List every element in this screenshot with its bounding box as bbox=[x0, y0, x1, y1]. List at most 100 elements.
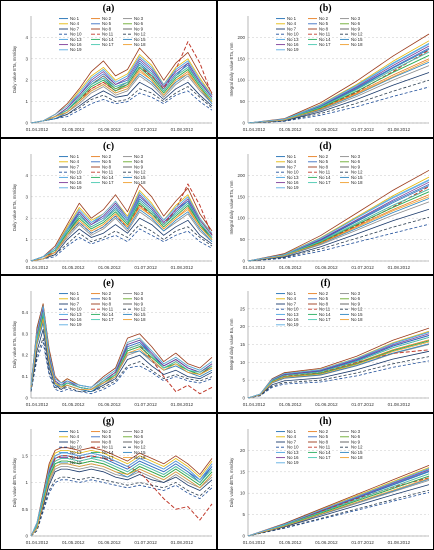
series-line bbox=[247, 190, 430, 261]
chart-panel: (d) 0 50 100 150 200 01.04.2012 01.05.2012 01.06… bbox=[217, 137, 434, 275]
x-tick-label: 01.08.2012 bbox=[388, 402, 411, 407]
legend-label: No 1 bbox=[70, 429, 80, 434]
series-line bbox=[30, 307, 213, 390]
series-line bbox=[30, 342, 213, 395]
series-line bbox=[30, 228, 213, 261]
legend-label: No 15 bbox=[351, 449, 363, 454]
y-axis-label: Integral daily value Ea, mm bbox=[229, 318, 234, 370]
legend-label: No 16 bbox=[70, 455, 82, 460]
legend-label: No 19 bbox=[287, 460, 299, 465]
y-tick-label: 25 bbox=[240, 306, 246, 311]
y-tick-label: 0.1 bbox=[22, 374, 29, 379]
legend-label: No 11 bbox=[319, 307, 331, 312]
legend-label: No 15 bbox=[134, 312, 146, 317]
legend-label: No 18 bbox=[134, 317, 146, 322]
legend-label: No 18 bbox=[134, 180, 146, 185]
series-line bbox=[247, 360, 430, 399]
series-line bbox=[30, 189, 213, 261]
legend-label: No 11 bbox=[102, 307, 114, 312]
legend-label: No 17 bbox=[319, 317, 331, 322]
x-tick-label: 01.08.2012 bbox=[171, 402, 194, 407]
legend-label: No 15 bbox=[351, 312, 363, 317]
y-tick-label: 0 bbox=[242, 396, 245, 401]
y-tick-label: 0.5 bbox=[22, 506, 29, 511]
series-line bbox=[30, 47, 213, 124]
y-tick-label: 0 bbox=[242, 533, 245, 538]
x-tick-label: 01.06.2012 bbox=[98, 265, 121, 270]
series-line bbox=[30, 206, 213, 261]
x-tick-label: 01.07.2012 bbox=[351, 127, 374, 132]
legend-label: No 19 bbox=[70, 460, 82, 465]
legend-label: No 6 bbox=[351, 296, 361, 301]
legend-label: No 11 bbox=[319, 444, 331, 449]
chart-svg: 0 1 2 3 4 01.04.2012 01.05.2012 01.06.2012 01.07… bbox=[12, 16, 213, 132]
legend-label: No 1 bbox=[287, 429, 297, 434]
y-tick-label: 1.5 bbox=[22, 453, 29, 458]
chart-svg: 0 1 2 3 4 01.04.2012 01.05.2012 01.06.2012 01.07… bbox=[12, 153, 213, 270]
y-tick-label: 2 bbox=[25, 78, 28, 83]
y-axis-label: Daily value ETa, mm/day bbox=[12, 45, 17, 93]
legend-label: No 5 bbox=[319, 21, 329, 26]
series-line bbox=[247, 188, 430, 261]
legend-label: No 6 bbox=[351, 434, 361, 439]
series-line bbox=[30, 478, 213, 536]
legend-label: No 17 bbox=[102, 42, 114, 47]
x-tick-label: 01.07.2012 bbox=[134, 127, 157, 132]
legend-label: No 11 bbox=[319, 169, 331, 174]
series-line bbox=[30, 208, 213, 261]
y-tick-label: 0 bbox=[25, 121, 28, 126]
legend-label: No 3 bbox=[134, 291, 144, 296]
legend-label: No 15 bbox=[351, 174, 363, 179]
legend-label: No 2 bbox=[319, 16, 329, 21]
series-line bbox=[30, 452, 213, 536]
y-tick-label: 3 bbox=[25, 194, 28, 199]
legend-label: No 2 bbox=[102, 154, 112, 159]
y-tick-label: 5 bbox=[242, 378, 245, 383]
x-tick-label: 01.04.2012 bbox=[243, 540, 266, 545]
series-line bbox=[247, 190, 430, 261]
chart-svg: 0 5 10 15 20 01.04.2012 01.05.2012 01.06.2012 01… bbox=[229, 428, 430, 545]
legend-label: No 14 bbox=[319, 449, 331, 454]
legend-label: No 12 bbox=[134, 32, 146, 37]
legend-label: No 6 bbox=[134, 21, 144, 26]
x-tick-label: 01.04.2012 bbox=[243, 265, 266, 270]
legend-label: No 10 bbox=[70, 32, 82, 37]
legend-label: No 8 bbox=[102, 164, 112, 169]
legend-label: No 18 bbox=[351, 42, 363, 47]
series-line bbox=[247, 178, 430, 261]
legend-label: No 13 bbox=[287, 37, 299, 42]
y-tick-label: 1 bbox=[25, 237, 28, 242]
series-line bbox=[247, 464, 430, 536]
y-tick-label: 10 bbox=[240, 490, 246, 495]
legend-label: No 18 bbox=[134, 455, 146, 460]
legend-label: No 4 bbox=[287, 434, 297, 439]
series-line bbox=[247, 176, 430, 261]
legend-label: No 19 bbox=[287, 185, 299, 190]
legend-label: No 15 bbox=[351, 37, 363, 42]
legend-label: No 5 bbox=[102, 434, 112, 439]
series-line bbox=[247, 223, 430, 261]
chart-svg: 0 50 100 150 200 01.04.2012 01.05.2012 01.06.20… bbox=[229, 16, 430, 132]
chart-panel: (c) 0 1 2 3 4 01.04.2012 01.05.2012 01.06.2012 01… bbox=[0, 137, 217, 275]
x-tick-label: 01.05.2012 bbox=[62, 265, 85, 270]
x-tick-label: 01.05.2012 bbox=[279, 402, 302, 407]
series-line bbox=[30, 71, 213, 124]
series-line bbox=[247, 179, 430, 261]
series-line bbox=[30, 337, 213, 392]
legend-label: No 7 bbox=[287, 26, 297, 31]
legend-label: No 8 bbox=[102, 26, 112, 31]
y-axis-label: Integral daily value ETa, mm bbox=[229, 42, 234, 96]
legend-label: No 19 bbox=[70, 185, 82, 190]
legend-label: No 8 bbox=[319, 301, 329, 306]
y-tick-label: 20 bbox=[240, 324, 246, 329]
y-axis-label: Daily value ETa, mm/day bbox=[12, 183, 17, 231]
series-line bbox=[247, 350, 430, 399]
legend-label: No 13 bbox=[70, 37, 82, 42]
series-line bbox=[30, 307, 213, 390]
legend-label: No 4 bbox=[70, 434, 80, 439]
legend-label: No 16 bbox=[70, 180, 82, 185]
y-tick-label: 20 bbox=[240, 447, 246, 452]
y-tick-label: 100 bbox=[237, 215, 245, 220]
legend-label: No 1 bbox=[70, 16, 80, 21]
panel-label: (c) bbox=[102, 140, 115, 152]
